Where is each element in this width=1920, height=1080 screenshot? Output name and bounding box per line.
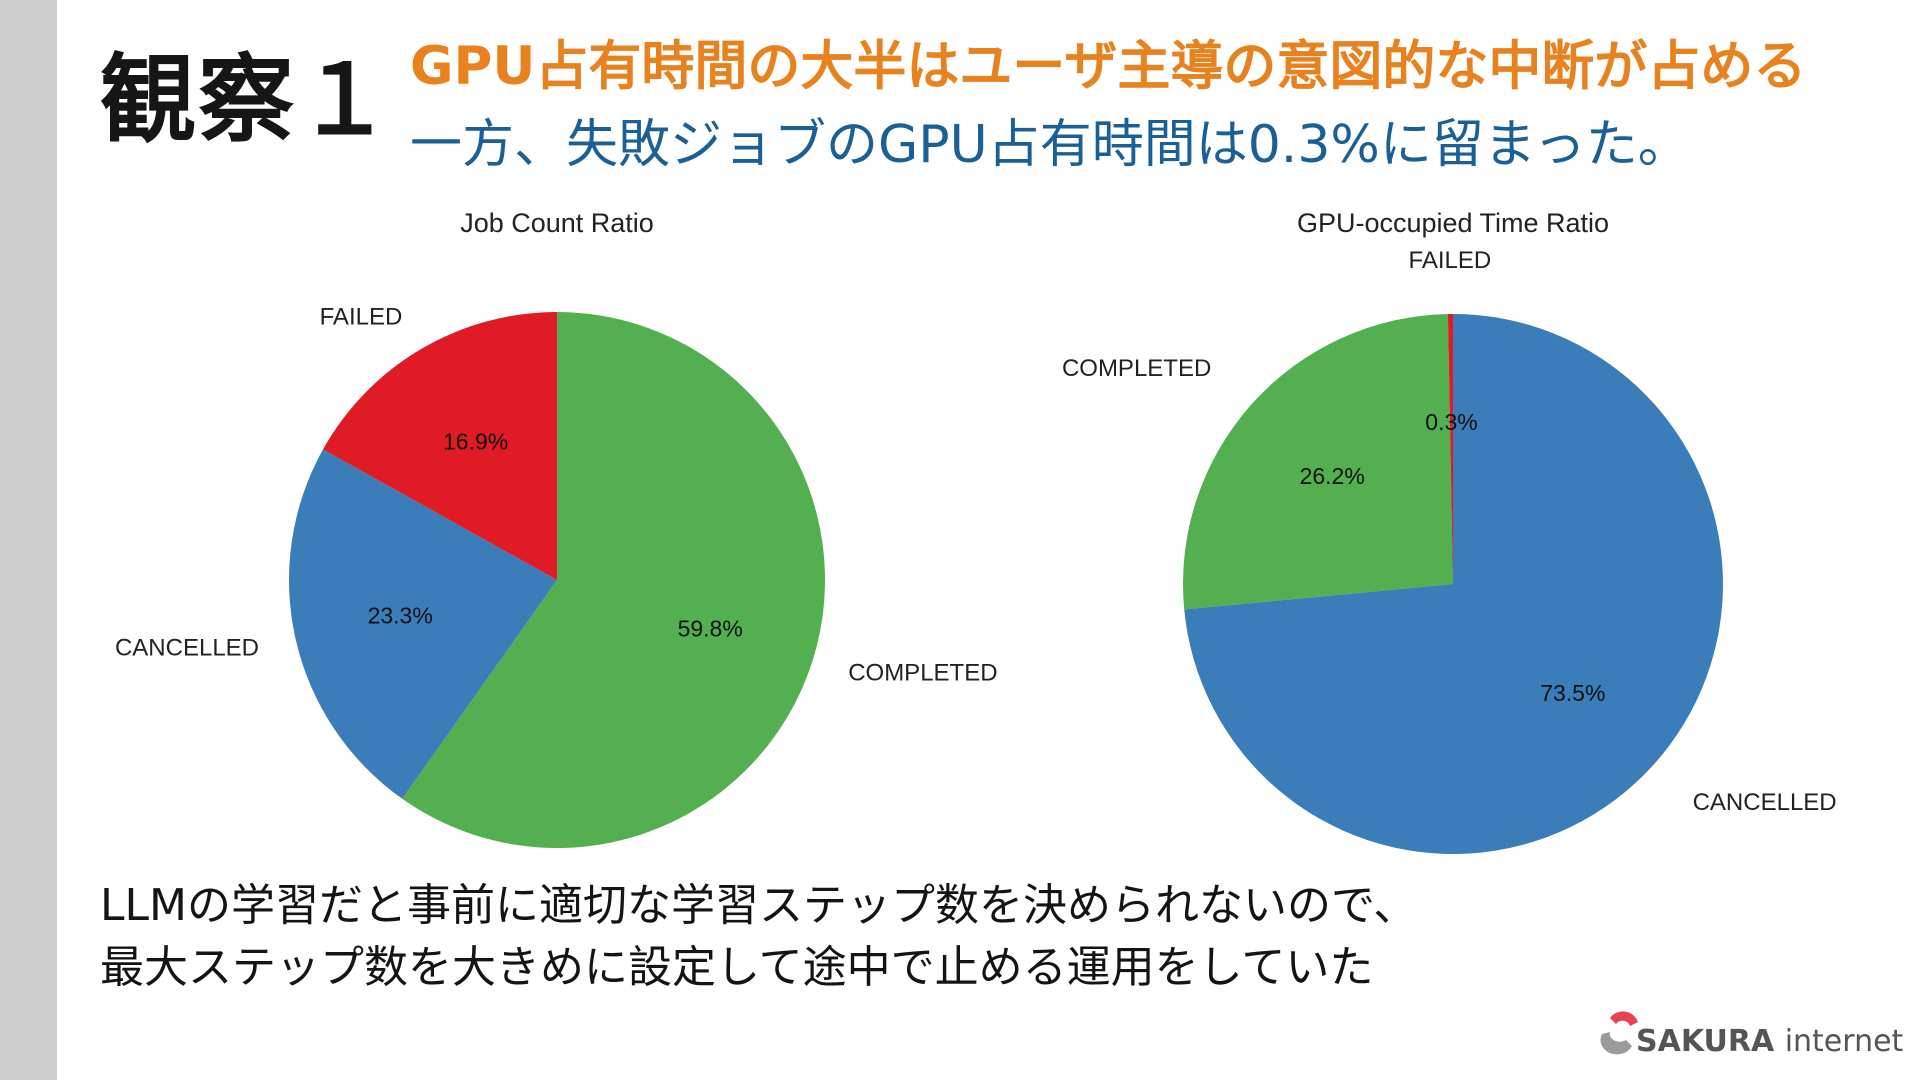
slice-label-cancelled: CANCELLED [115,635,259,662]
body-line-1: LLMの学習だと事前に適切な学習ステップ数を決められないので、 [100,880,1418,931]
logo-text: SAKURA internet [1636,1024,1903,1059]
body-text: LLMの学習だと事前に適切な学習ステップ数を決められないので、 最大ステップ数を… [100,875,1417,999]
pie-slice-completed [402,312,825,848]
logo-suffix: internet [1784,1024,1904,1059]
slice-percent-completed: 26.2% [1300,463,1365,489]
pie-slice-failed [322,312,557,580]
slide-title: 観察１ [100,44,394,156]
pie-slice-cancelled [289,449,557,799]
slice-label-completed: COMPLETED [848,660,997,687]
slice-percent-completed: 59.8% [678,616,743,642]
pie-slice-failed [1447,314,1453,584]
pie-slice-completed [1183,314,1453,610]
pie-slice-cancelled [1184,314,1724,854]
chart-title: Job Count Ratio [460,208,654,238]
pie-chart-gpu-occupied-time-ratio: GPU-occupied Time Ratio 73.5% CANCELLED 26.… [1062,208,1837,854]
sakura-internet-logo: SAKURA internet [1592,1000,1903,1070]
slice-label-failed: FAILED [1409,247,1492,274]
slice-label-completed: COMPLETED [1062,355,1211,382]
slice-percent-failed: 16.9% [443,428,508,454]
left-accent-bar [0,0,57,1080]
slide-headline: GPU占有時間の大半はユーザ主導の意図的な中断が占める [410,36,1807,97]
slice-label-cancelled: CANCELLED [1693,789,1837,816]
body-line-2: 最大ステップ数を大きめに設定して途中で止める運用をしていた [100,942,1374,993]
slice-percent-failed: 0.3% [1425,409,1477,435]
slice-label-failed: FAILED [320,304,403,331]
logo-brand: SAKURA [1636,1024,1775,1059]
sakura-logo-icon [1600,1011,1638,1055]
slide-subheadline: 一方、失敗ジョブのGPU占有時間は0.3%に留まった。 [410,115,1690,175]
slice-percent-cancelled: 73.5% [1540,680,1605,706]
slice-percent-cancelled: 23.3% [368,603,433,629]
pie-chart-job-count-ratio: Job Count Ratio 59.8% COMPLETED 23.3% CANCEL… [115,208,998,848]
chart-title: GPU-occupied Time Ratio [1297,208,1609,238]
